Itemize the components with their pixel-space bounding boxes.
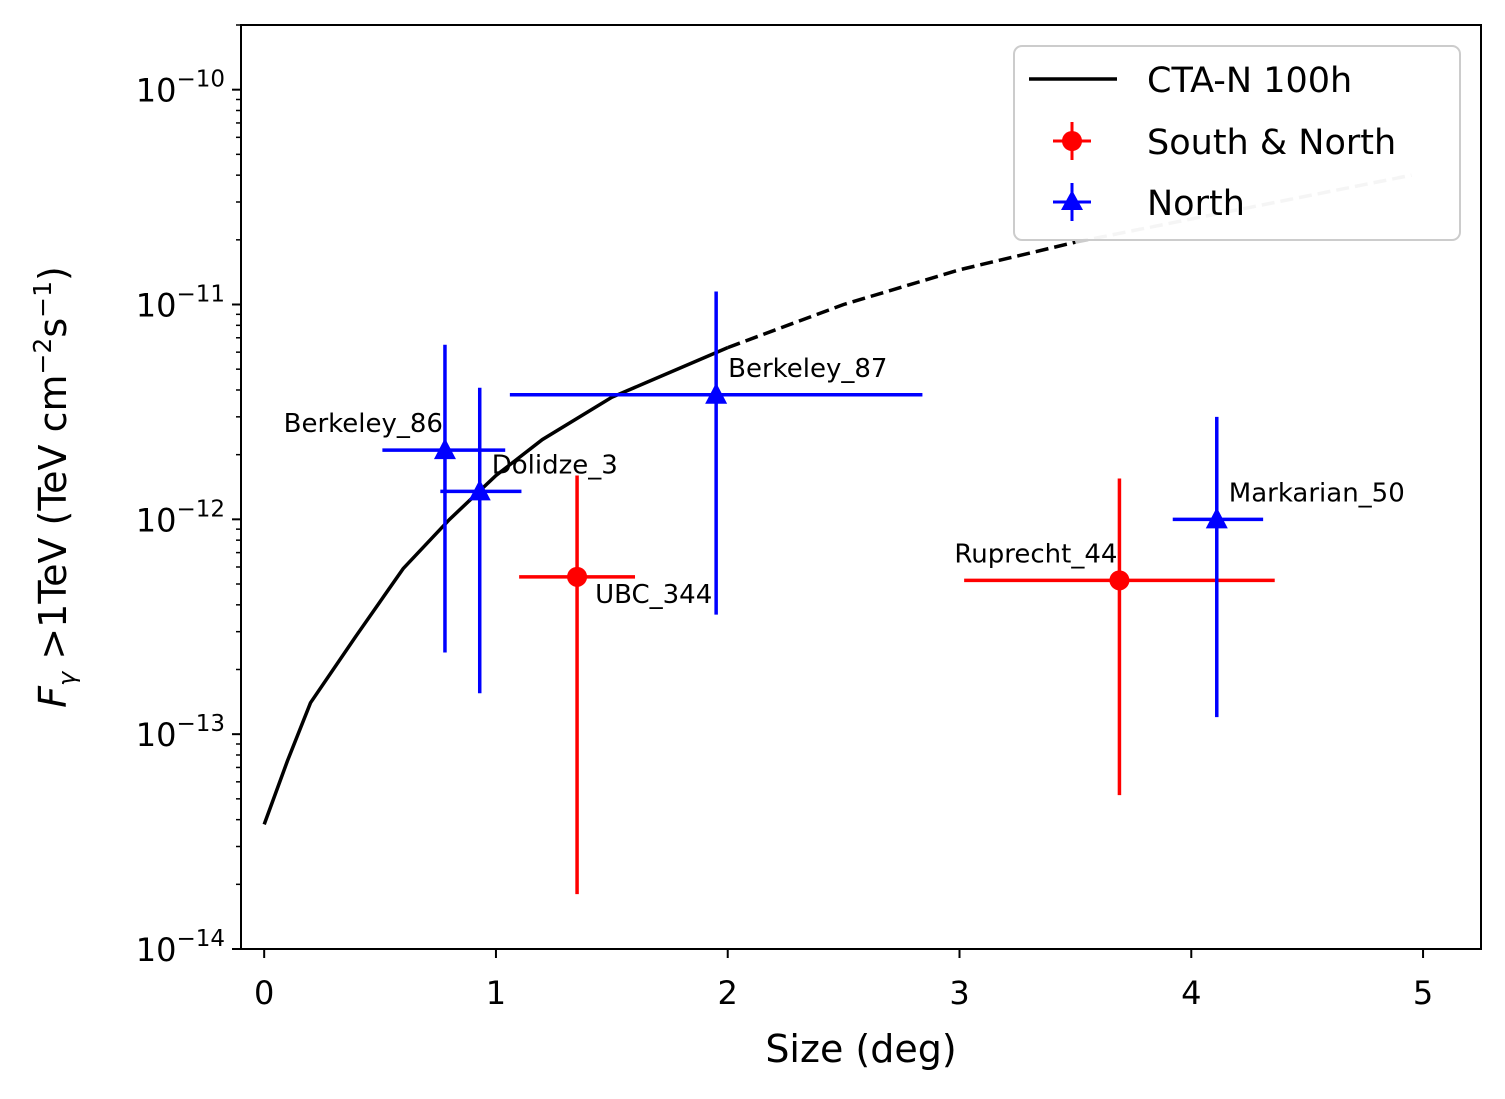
x-tick-label-4: 4 (1181, 974, 1201, 1012)
annotation-Ruprecht_44: Ruprecht_44 (954, 539, 1117, 569)
sensitivity-curve-solid (262, 345, 729, 826)
y-tick-label-−14: 10−14 (136, 926, 225, 969)
annotation-Dolidze_3: Dolidze_3 (492, 450, 618, 480)
legend-label-south-north: South & North (1147, 123, 1396, 163)
y-axis-title-sub: γ (53, 670, 81, 686)
legend-swatch-north (1053, 183, 1091, 221)
marker-Markarian_50 (1205, 507, 1228, 529)
legend: CTA-N 100h South & North North (1013, 45, 1461, 241)
annotation-Markarian_50: Markarian_50 (1229, 478, 1405, 508)
marker-Dolidze_3 (468, 479, 491, 501)
legend-swatch-south-north (1053, 122, 1091, 160)
marker-UBC_344 (567, 566, 588, 587)
annotation-Berkeley_86: Berkeley_86 (284, 409, 443, 439)
y-axis-title-main: F (31, 685, 75, 708)
x-tick-label-3: 3 (949, 974, 969, 1012)
y-ticks-group: 10−14 10−13 10−12 10−11 10−10 (136, 24, 241, 969)
y-tick-label-−10: 10−10 (136, 67, 225, 110)
annotation-UBC_344: UBC_344 (595, 580, 712, 610)
x-ticks-group: 0 1 2 3 4 5 (254, 949, 1433, 1012)
x-tick-label-5: 5 (1413, 974, 1433, 1012)
y-axis-title: Fγ >1TeV (TeV cm−2s−1) (28, 266, 81, 708)
plot-frame (240, 24, 1482, 950)
legend-label-north: North (1147, 184, 1245, 224)
marker-Berkeley_87 (705, 382, 728, 404)
y-tick-label-−13: 10−13 (136, 711, 225, 754)
y-axis-title-exp2: −1 (28, 281, 57, 318)
sensitivity-curve-dashed (727, 240, 1076, 350)
y-axis-title-exp1: −2 (28, 338, 57, 375)
x-tick-label-1: 1 (486, 974, 506, 1012)
y-axis-title-end: ) (31, 266, 75, 281)
x-tick-label-0: 0 (254, 974, 274, 1012)
marker-Ruprecht_44 (1109, 570, 1130, 591)
x-axis-title: Size (deg) (765, 1027, 956, 1071)
legend-box (1013, 45, 1461, 241)
marker-Berkeley_86 (433, 438, 456, 460)
y-axis-title-mid: s (31, 318, 75, 338)
x-tick-label-2: 2 (718, 974, 738, 1012)
markers-group (433, 382, 1228, 591)
legend-label-cta: CTA-N 100h (1147, 61, 1352, 101)
y-tick-label-−11: 10−11 (136, 282, 225, 325)
y-tick-label-−12: 10−12 (136, 496, 225, 539)
y-axis-title-rest: >1TeV (TeV cm (31, 375, 75, 672)
annotation-Berkeley_87: Berkeley_87 (728, 354, 887, 384)
annotations-group: UBC_344 Ruprecht_44 Berkeley_86 Dolidze_3 Be… (284, 354, 1405, 610)
